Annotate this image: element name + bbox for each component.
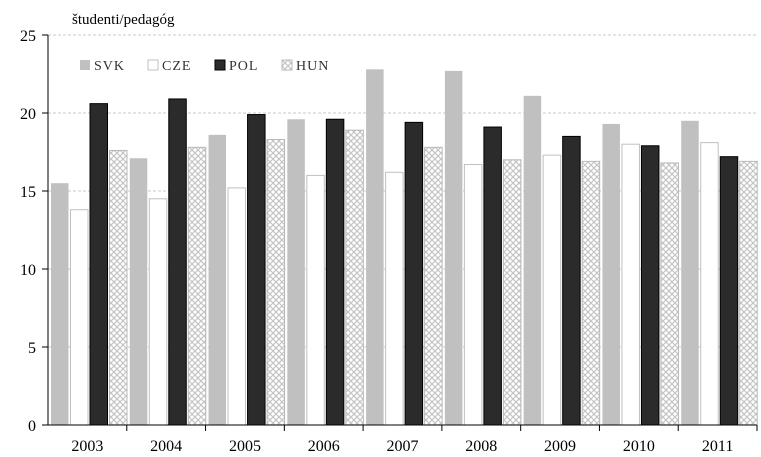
bar-hun-2004 [188,147,206,425]
bar-svk-2011 [681,121,699,425]
x-tick-label: 2003 [71,438,103,455]
legend-label-svk: SVK [94,59,125,74]
y-tick-label: 20 [20,106,36,123]
bar-hun-2006 [346,130,364,425]
bar-pol-2004 [169,99,187,425]
y-unit-label: študenti/pedagóg [72,12,175,28]
bar-cze-2008 [464,164,482,425]
bar-cze-2010 [622,144,640,425]
bar-svk-2004 [130,158,148,425]
bar-cze-2011 [701,143,719,425]
bar-hun-2008 [503,160,521,425]
bar-svk-2003 [51,183,69,425]
bar-pol-2008 [484,127,502,425]
legend-swatch-svk [80,60,90,70]
bar-svk-2007 [366,69,384,425]
legend-label-hun: HUN [296,59,329,74]
bar-cze-2004 [149,199,167,425]
y-tick-label: 25 [20,28,36,45]
y-tick-label: 15 [20,184,36,201]
bar-cze-2006 [307,175,325,425]
bar-hun-2011 [740,161,758,425]
legend-swatch-pol [215,60,225,70]
bar-cze-2009 [543,155,561,425]
bar-hun-2010 [661,163,679,425]
bar-pol-2010 [641,146,659,425]
bar-pol-2011 [720,157,738,425]
legend-swatch-hun [282,60,292,70]
bar-pol-2003 [90,104,108,425]
bar-hun-2009 [582,161,600,425]
bar-pol-2009 [563,136,581,425]
bar-pol-2006 [326,119,344,425]
x-tick-label: 2010 [623,438,655,455]
y-tick-label: 5 [28,340,36,357]
bar-svk-2006 [287,119,305,425]
y-tick-label: 0 [28,418,36,435]
bars [51,69,757,425]
x-tick-label: 2011 [702,438,733,455]
x-tick-label: 2007 [387,438,419,455]
legend: SVK CZE POL HUN [80,59,329,74]
legend-swatch-cze [148,60,158,70]
x-tick-label: 2005 [229,438,261,455]
bar-cze-2007 [386,172,404,425]
x-tick-label: 2009 [544,438,576,455]
legend-label-cze: CZE [162,59,191,74]
x-tick-label: 2006 [308,438,340,455]
bar-pol-2007 [405,122,423,425]
legend-label-pol: POL [229,59,258,74]
bar-cze-2005 [228,188,246,425]
bar-pol-2005 [248,115,266,425]
bar-hun-2005 [267,140,285,425]
bar-svk-2009 [524,96,542,425]
bar-svk-2005 [209,135,227,425]
bar-hun-2007 [425,147,443,425]
bar-cze-2003 [71,210,89,425]
y-tick-label: 10 [20,262,36,279]
bar-svk-2008 [445,71,463,425]
x-tick-label: 2004 [150,438,182,455]
bar-svk-2010 [602,124,620,425]
bar-hun-2003 [110,150,128,425]
x-tick-label: 2008 [465,438,497,455]
